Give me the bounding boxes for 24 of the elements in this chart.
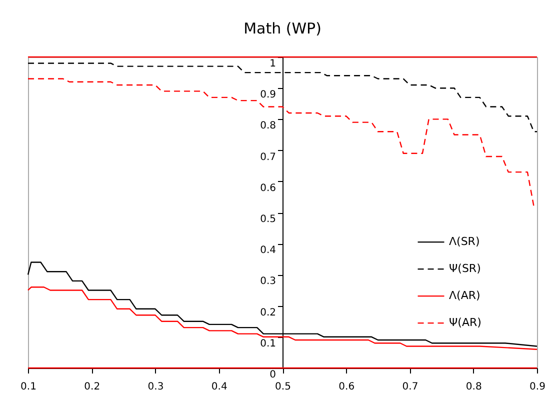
x-tick-label: 0.8 — [466, 382, 482, 392]
x-tick-label: 0.1 — [20, 382, 36, 392]
x-tick-label: 0.4 — [211, 382, 228, 392]
x-tick-label: 0.3 — [148, 382, 164, 392]
y-tick-label: 0.9 — [260, 90, 276, 101]
y-tick-label: 0.3 — [260, 276, 276, 288]
y-tick-label: 1 — [270, 58, 276, 70]
y-tick-label: 0.4 — [260, 245, 276, 256]
chart-title: Math (WP) — [244, 19, 322, 38]
legend-label: Ψ(AR) — [449, 316, 482, 330]
x-tick-label: 0.9 — [530, 382, 546, 392]
legend-label: Λ(SR) — [449, 235, 480, 248]
legend-label: Λ(AR) — [449, 289, 480, 302]
y-tick-label: 0.5 — [260, 214, 276, 225]
y-tick-label: 0.6 — [260, 182, 276, 194]
y-tick-label: 0.2 — [260, 307, 276, 318]
y-tick-label: 0.7 — [260, 152, 276, 163]
y-tick-label: 0.8 — [260, 120, 276, 132]
y-tick-label: 0 — [270, 370, 276, 380]
x-tick-label: 0.7 — [402, 382, 418, 392]
x-tick-label: 0.6 — [338, 382, 355, 392]
x-tick-label: 0.2 — [84, 382, 100, 392]
y-tick-label: 0.1 — [260, 338, 276, 350]
legend-label: Ψ(SR) — [449, 262, 481, 276]
